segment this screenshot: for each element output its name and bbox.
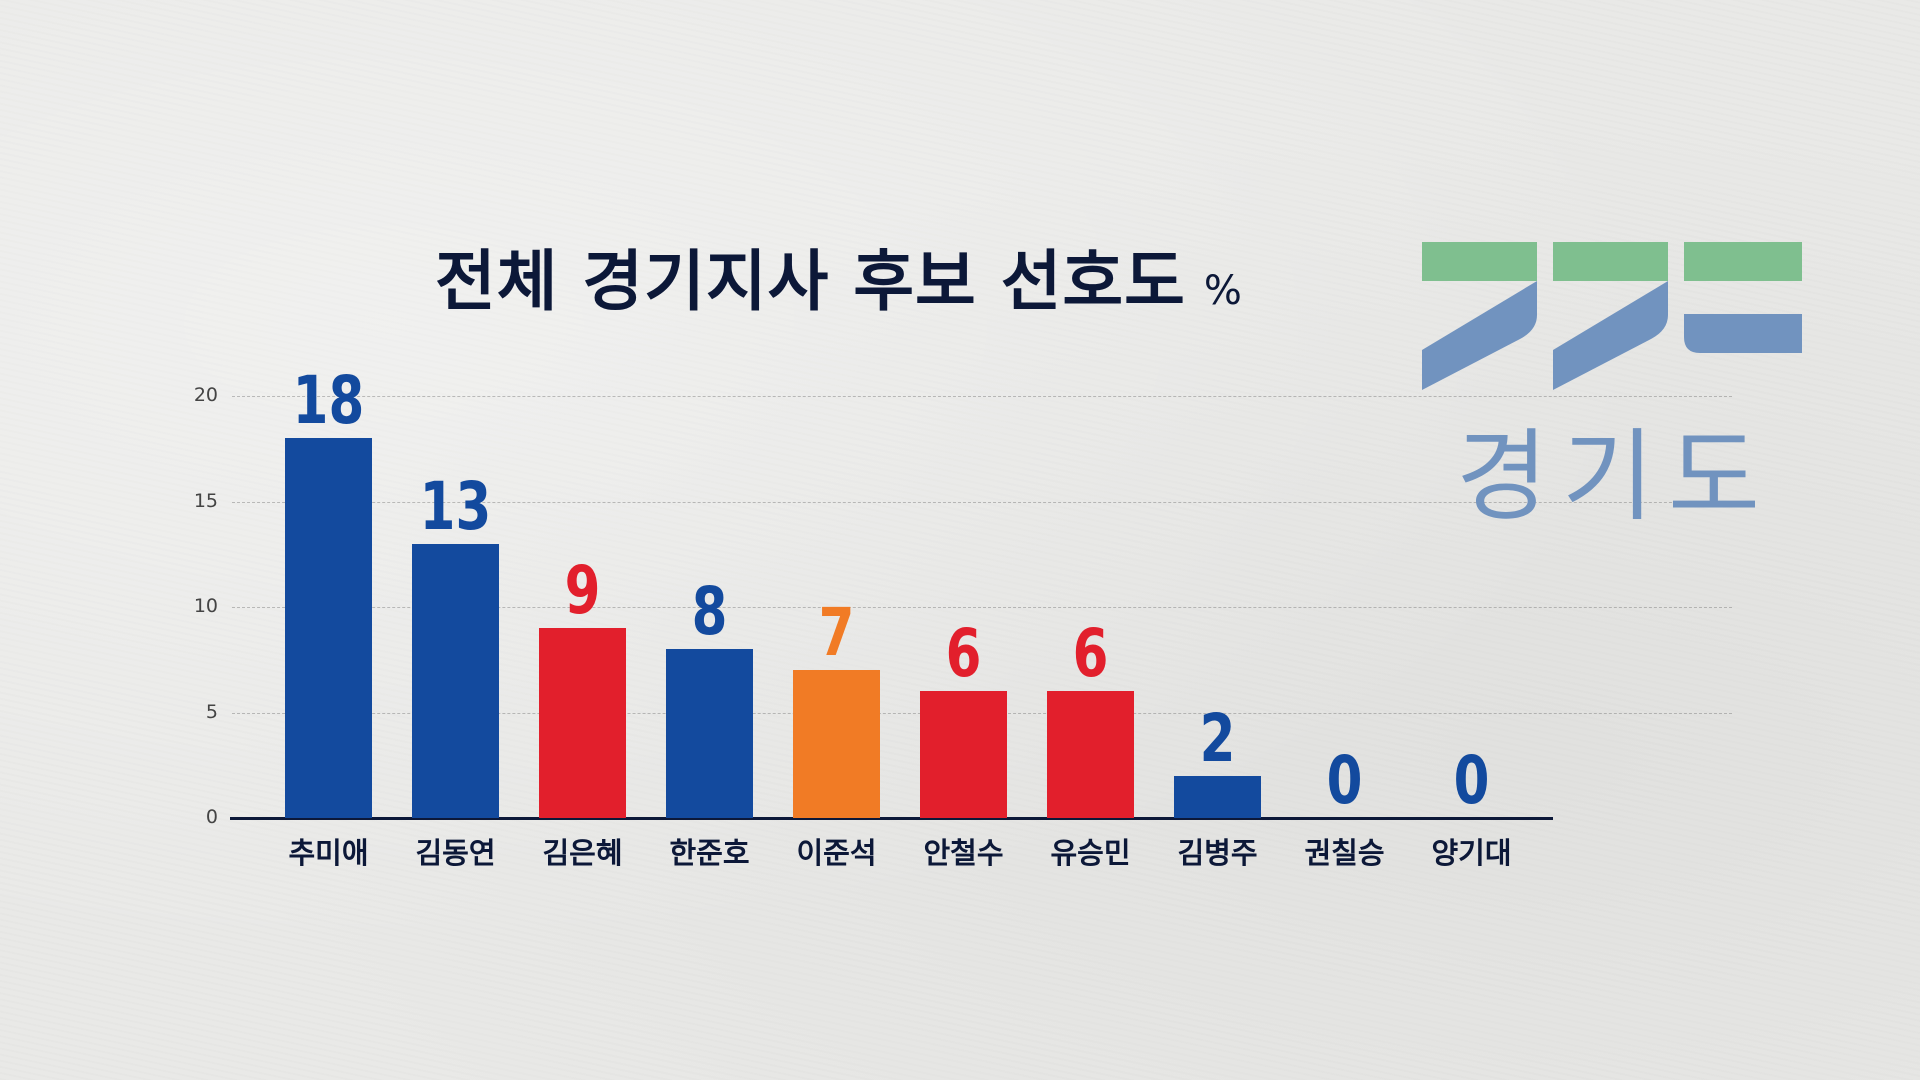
bar — [793, 670, 880, 818]
bar — [539, 628, 626, 818]
bar — [1174, 775, 1261, 818]
chart-title-text: 전체 경기지사 후보 선호도 — [435, 243, 1186, 320]
x-category-label: 김은혜 — [542, 836, 623, 870]
y-tick-label: 10 — [193, 595, 218, 617]
logo-text: 경기도 — [1456, 418, 1774, 535]
bar — [920, 691, 1007, 818]
x-category-label: 한준호 — [669, 836, 750, 870]
x-category-label: 김동연 — [415, 836, 496, 870]
x-category-label: 이준석 — [796, 836, 877, 870]
gridline — [232, 501, 1732, 503]
value-label: 18 — [292, 362, 365, 440]
value-label: 8 — [691, 573, 728, 651]
x-axis-line — [230, 817, 1553, 820]
value-label: 0 — [1453, 742, 1490, 819]
chart-title: 전체 경기지사 후보 선호도 % — [435, 228, 1243, 320]
x-category-label: 양기대 — [1431, 836, 1512, 870]
y-tick-label: 15 — [193, 489, 218, 512]
value-label: 0 — [1326, 742, 1363, 819]
x-category-label: 안철수 — [923, 836, 1004, 870]
x-category-label: 권칠승 — [1304, 836, 1385, 870]
x-category-label: 추미애 — [288, 836, 369, 870]
x-category-label: 유승민 — [1050, 836, 1131, 870]
value-label: 2 — [1199, 699, 1236, 777]
x-category-label: 김병주 — [1177, 836, 1258, 870]
y-tick-label: 5 — [205, 700, 218, 723]
bar — [666, 649, 753, 818]
bar — [285, 438, 372, 818]
value-label: 6 — [945, 615, 982, 693]
value-label: 13 — [419, 467, 492, 545]
value-label: 6 — [1072, 615, 1109, 693]
gridline — [232, 396, 1732, 397]
gyeonggi-logo-icon — [1422, 242, 1802, 390]
value-label: 9 — [564, 552, 601, 630]
y-tick-label: 0 — [205, 806, 218, 828]
gridline — [232, 607, 1732, 608]
bar — [412, 543, 499, 818]
value-label: 7 — [818, 594, 855, 672]
y-tick-label: 20 — [193, 384, 218, 406]
bar — [1047, 691, 1134, 818]
chart-unit: % — [1203, 268, 1243, 314]
